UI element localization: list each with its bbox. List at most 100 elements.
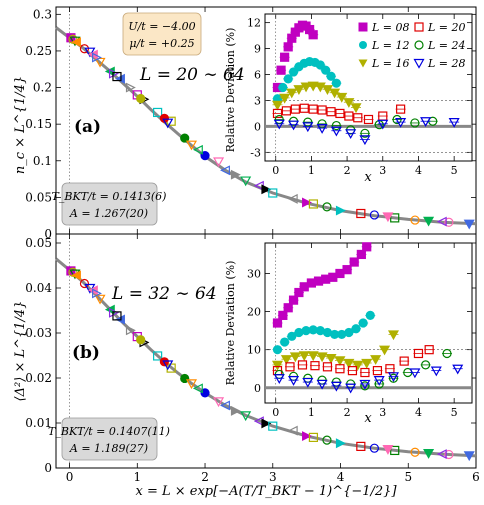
inset-a-series-point [359,135,371,146]
panel-a-data-point [220,165,230,176]
panel-a-ytick-label: 0.15 [25,117,52,131]
inset-b-series-point [325,353,337,364]
legend-label-l16: L = 16 [371,57,410,70]
inset-b-ylabel: Relative Deviation (%) [224,261,237,386]
panel-a-data-point [136,93,146,104]
legend-marker-l16 [358,59,368,68]
panel-a-data-point [230,169,241,180]
panel-b-data-point [136,335,146,345]
panel-b-data-point [356,441,366,451]
inset-a-series-point [308,104,318,114]
inset-a-series-point [272,108,283,119]
inset-b-series-point [283,303,293,313]
panel-a-data-point [180,133,190,143]
legend-item-l24: L = 24 [414,39,466,52]
inset-a-series-point [396,104,406,114]
panel-b-data-point [108,307,119,318]
inset-b-series-point [344,327,354,338]
panel-a-ylabel: n_c × L^{1/4} [13,76,28,174]
panel-a-data-point [153,107,163,118]
inset-a-series-point [360,128,370,138]
panel-b-data-point [463,451,475,462]
inset-b-series-point [278,310,288,320]
panel-a-data-point [92,52,102,63]
inset-a-series-point [315,60,325,70]
panel-b-xtick-label: 1 [133,470,141,484]
panel-b-data-points [66,266,475,462]
panel-a-ytick-label: 0.25 [25,44,52,58]
legend-label-l28: L = 28 [427,57,466,70]
panel-b-data-point [125,325,136,336]
inset-b-series-point [349,257,359,267]
panel-a-data-point [410,215,420,225]
legend-marker-l28 [413,58,425,69]
inset-a-xtick-label: 3 [379,164,386,177]
inset-b-series-point [335,364,345,374]
panel-b-data-point [287,425,298,436]
inset-b-xtick-label: 1 [308,406,315,419]
inset-a-xtick-label: 1 [308,164,315,177]
panel-b-ytick-label: 0.04 [25,281,52,295]
shared-xlabel: x = L × exp[−A(T/T_BKT − 1)^{−1/2}] [135,484,397,499]
inset-b-series-point [285,362,295,372]
inset-a-ytick-label: -3 [250,146,261,159]
inset-a-series-point [279,93,291,104]
inset-b-series-point [288,295,299,305]
panel-a-params-box [122,12,202,56]
panel-b-data-point [192,383,203,394]
panel-b-data-point [410,447,420,457]
panel-b-data-point [94,294,106,305]
inset-b-series-point [356,249,366,260]
inset-b-series-point [360,381,370,391]
panel-a-param-mu: μ/t = +0.25 [129,37,194,50]
inset-b-series-point [360,367,370,378]
panel-b-frame [55,233,477,469]
panel-b-ytick-label: 0.02 [25,371,52,385]
panel-b-data-point [112,311,122,321]
inset-b-series-point [271,360,284,371]
inset-a-series-point [290,104,300,114]
inset-a-series-point [278,82,288,93]
inset-a-series-point [317,105,327,115]
inset-b-series-point [297,360,308,370]
inset-a-series-point [302,122,314,133]
panel-a-data-point [322,202,332,212]
inset-b-series-point [334,356,346,367]
panel-a-tbkt-box [61,182,158,226]
panel-a-data-point [162,118,174,129]
inset-a-series-point [280,52,290,62]
inset-a-ytick-label: 9 [254,43,261,56]
panel-a-data-point [192,144,203,155]
inset-b-series-point [351,324,361,334]
inset-b-series-point [409,368,421,379]
panel-a-data-point [84,47,96,58]
panel-a-a-value: A = 1.267(20) [69,207,148,220]
panel-b-data-point [322,435,332,445]
legend-marker-l20 [414,22,424,32]
panel-b-data-point [302,431,312,442]
inset-a-series-point [331,78,341,88]
inset-b-series-point [310,361,320,371]
inset-b-series-point [358,318,368,328]
inset-b-series-point [330,381,342,392]
panel-a-param-u: U/t = −4.00 [128,20,195,33]
panel-a-ytick-label: 0.3 [33,7,52,21]
inset-b-series-point [343,358,355,369]
panel-b-data-point [185,379,198,390]
panel-b-ytick-label: 0.03 [25,326,52,340]
inset-b-series-point [289,352,301,363]
inset-a-series-point [345,129,357,140]
inset-b-series-point [352,360,364,371]
panel-b-ticks: 0 1 2 3 4 5 6 0 0.01 0.02 0.03 0.04 0.05 [25,234,480,484]
inset-b-series-point [370,355,382,365]
panel-a-data-point [125,82,136,93]
inset-b-series-point [272,318,283,328]
inset-a-series-point [273,119,285,130]
inset-a-series-point [286,88,298,99]
panel-b-ytick-label: 0.05 [25,236,52,250]
inset-b-series-point [298,351,310,362]
inset-a-xlabel: x [364,170,372,185]
panel-a-range: L = 20 ∼ 64 [139,65,245,85]
inset-b-series-point [388,373,399,383]
inset-b-series-point [373,376,385,386]
